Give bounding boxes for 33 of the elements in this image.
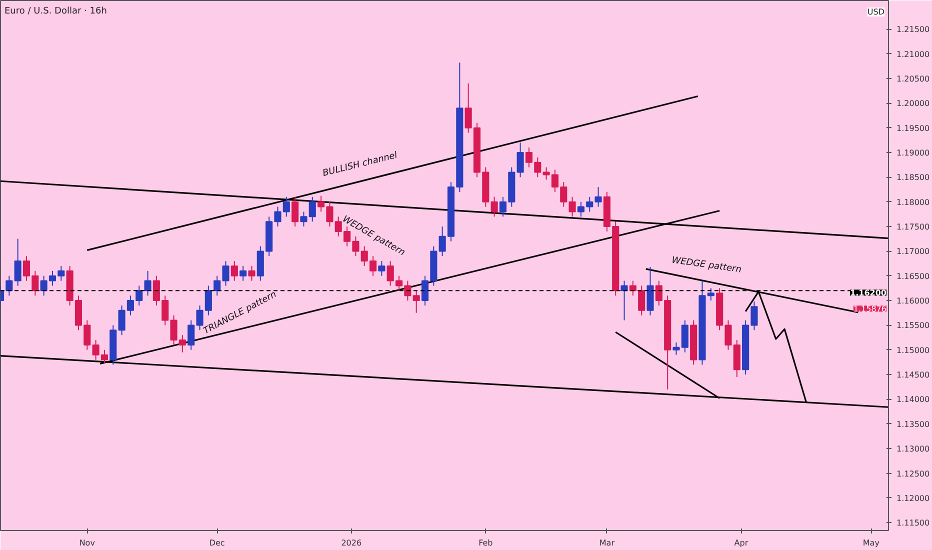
- y-tick-label: 1.15500: [896, 321, 930, 330]
- y-tick-label: 1.17500: [896, 222, 930, 232]
- y-tick-label: 1.21000: [896, 50, 930, 59]
- x-tick-label: Feb: [478, 538, 493, 548]
- x-tick-label: Mar: [599, 538, 616, 548]
- y-tick-label: 1.19500: [896, 124, 930, 133]
- y-tick-label: 1.14000: [896, 395, 930, 404]
- y-tick-label: 1.15000: [896, 346, 930, 355]
- ref-line-label: 1.16200: [850, 288, 887, 298]
- x-tick-label: 2026: [341, 538, 362, 548]
- y-tick-label: 1.17000: [896, 247, 930, 256]
- annotation: WEDGE pattern: [670, 256, 742, 276]
- x-tick-label: Apr: [734, 538, 749, 548]
- y-tick-label: 1.14500: [896, 370, 930, 380]
- x-tick-label: Nov: [79, 538, 96, 548]
- y-tick-label: 1.11500: [896, 518, 930, 528]
- y-tick-label: 1.20500: [896, 74, 930, 84]
- y-tick-label: 1.16500: [896, 272, 930, 281]
- x-tick-label: May: [862, 538, 880, 548]
- y-tick-label: 1.20000: [896, 99, 930, 108]
- y-tick-label: 1.12500: [896, 469, 930, 478]
- y-tick-label: 1.18500: [896, 173, 930, 182]
- text: Euro / U.S. Dollar · 16h: [4, 6, 107, 16]
- y-tick-label: 1.16000: [896, 296, 930, 306]
- y-axis-title: USD: [867, 8, 884, 16]
- y-tick-label: 1.12000: [896, 494, 930, 503]
- y-tick-label: 1.21500: [896, 25, 930, 34]
- y-tick-label: 1.13500: [896, 420, 930, 429]
- y-tick-label: 1.19000: [896, 148, 930, 158]
- y-tick-label: 1.13000: [896, 444, 930, 454]
- x-tick-label: Dec: [209, 538, 225, 548]
- y-tick-label: 1.18000: [896, 198, 930, 207]
- annotation: 1.15876: [853, 304, 887, 314]
